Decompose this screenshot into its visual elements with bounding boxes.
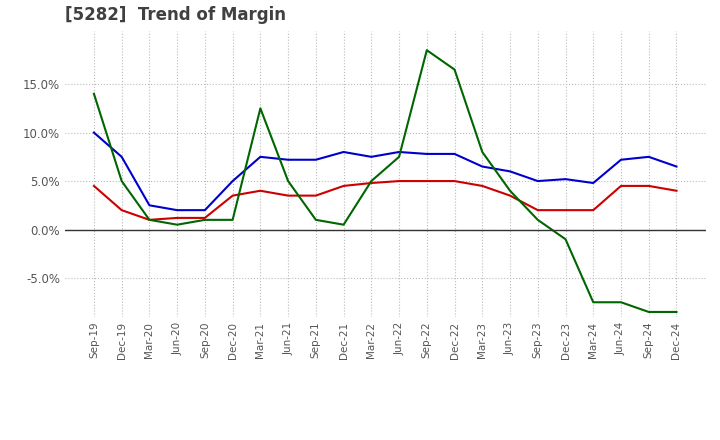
Net Income xyxy=(89,183,98,189)
Net Income xyxy=(478,183,487,189)
Ordinary Income xyxy=(616,157,625,162)
Operating Cashflow xyxy=(367,179,376,184)
Net Income xyxy=(561,208,570,213)
Ordinary Income xyxy=(228,179,237,184)
Net Income xyxy=(284,193,292,198)
Ordinary Income xyxy=(367,154,376,159)
Operating Cashflow xyxy=(395,154,403,159)
Operating Cashflow xyxy=(284,179,292,184)
Operating Cashflow xyxy=(644,309,653,315)
Net Income xyxy=(423,179,431,184)
Operating Cashflow xyxy=(145,217,154,223)
Operating Cashflow xyxy=(534,217,542,223)
Operating Cashflow xyxy=(589,300,598,305)
Operating Cashflow xyxy=(312,217,320,223)
Text: [5282]  Trend of Margin: [5282] Trend of Margin xyxy=(65,6,286,24)
Net Income xyxy=(534,208,542,213)
Operating Cashflow xyxy=(117,179,126,184)
Net Income xyxy=(672,188,681,194)
Net Income xyxy=(589,208,598,213)
Line: Net Income: Net Income xyxy=(94,181,677,220)
Operating Cashflow xyxy=(173,222,181,227)
Ordinary Income xyxy=(117,154,126,159)
Ordinary Income xyxy=(339,149,348,154)
Operating Cashflow xyxy=(505,188,514,194)
Ordinary Income xyxy=(312,157,320,162)
Net Income xyxy=(616,183,625,189)
Operating Cashflow xyxy=(256,106,265,111)
Operating Cashflow xyxy=(561,237,570,242)
Operating Cashflow xyxy=(89,91,98,96)
Ordinary Income xyxy=(534,179,542,184)
Ordinary Income xyxy=(89,130,98,135)
Net Income xyxy=(201,215,210,220)
Ordinary Income xyxy=(672,164,681,169)
Ordinary Income xyxy=(284,157,292,162)
Ordinary Income xyxy=(145,203,154,208)
Operating Cashflow xyxy=(228,217,237,223)
Ordinary Income xyxy=(644,154,653,159)
Ordinary Income xyxy=(201,208,210,213)
Operating Cashflow xyxy=(339,222,348,227)
Ordinary Income xyxy=(505,169,514,174)
Ordinary Income xyxy=(589,180,598,186)
Net Income xyxy=(395,179,403,184)
Ordinary Income xyxy=(256,154,265,159)
Ordinary Income xyxy=(395,149,403,154)
Ordinary Income xyxy=(450,151,459,157)
Legend: Ordinary Income, Net Income, Operating Cashflow: Ordinary Income, Net Income, Operating C… xyxy=(143,436,627,440)
Line: Operating Cashflow: Operating Cashflow xyxy=(94,50,677,312)
Net Income xyxy=(505,193,514,198)
Operating Cashflow xyxy=(423,48,431,53)
Operating Cashflow xyxy=(201,217,210,223)
Operating Cashflow xyxy=(672,309,681,315)
Net Income xyxy=(644,183,653,189)
Net Income xyxy=(339,183,348,189)
Net Income xyxy=(450,179,459,184)
Net Income xyxy=(173,215,181,220)
Operating Cashflow xyxy=(616,300,625,305)
Net Income xyxy=(145,217,154,223)
Net Income xyxy=(256,188,265,194)
Ordinary Income xyxy=(173,208,181,213)
Net Income xyxy=(367,180,376,186)
Operating Cashflow xyxy=(450,67,459,72)
Operating Cashflow xyxy=(478,149,487,154)
Ordinary Income xyxy=(423,151,431,157)
Ordinary Income xyxy=(561,176,570,182)
Ordinary Income xyxy=(478,164,487,169)
Net Income xyxy=(228,193,237,198)
Net Income xyxy=(117,208,126,213)
Net Income xyxy=(312,193,320,198)
Line: Ordinary Income: Ordinary Income xyxy=(94,132,677,210)
